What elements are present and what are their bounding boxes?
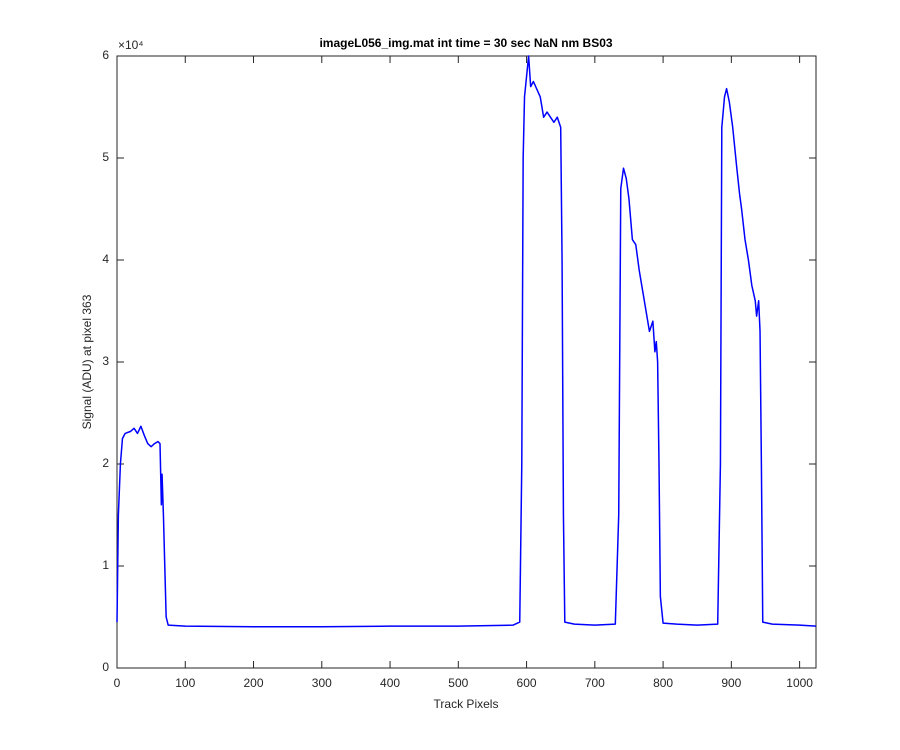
y-tick-label: 3 — [102, 354, 109, 368]
x-tick-label: 600 — [517, 676, 537, 690]
y-tick-label: 5 — [102, 150, 109, 164]
x-tick-label: 100 — [175, 676, 195, 690]
plot-area — [116, 55, 817, 669]
y-axis-label: Signal (ADU) at pixel 363 — [80, 294, 94, 429]
y-tick-label: 1 — [102, 558, 109, 572]
data-line — [116, 55, 817, 628]
x-tick-label: 800 — [653, 676, 673, 690]
y-tick-label: 0 — [102, 660, 109, 674]
chart-title: imageL056_img.mat int time = 30 sec NaN … — [319, 36, 612, 50]
x-tick-label: 1000 — [786, 676, 813, 690]
x-tick-label: 0 — [114, 676, 121, 690]
x-tick-label: 700 — [585, 676, 605, 690]
y-tick-label: 2 — [102, 456, 109, 470]
x-axis-label: Track Pixels — [434, 697, 499, 711]
y-tick-label: 6 — [102, 48, 109, 62]
x-tick-label: 900 — [721, 676, 741, 690]
x-tick-label: 400 — [380, 676, 400, 690]
x-tick-label: 300 — [312, 676, 332, 690]
x-tick-label: 200 — [244, 676, 264, 690]
y-exponent-label: ×10⁴ — [118, 38, 144, 52]
y-tick-label: 4 — [102, 252, 109, 266]
x-tick-label: 500 — [448, 676, 468, 690]
